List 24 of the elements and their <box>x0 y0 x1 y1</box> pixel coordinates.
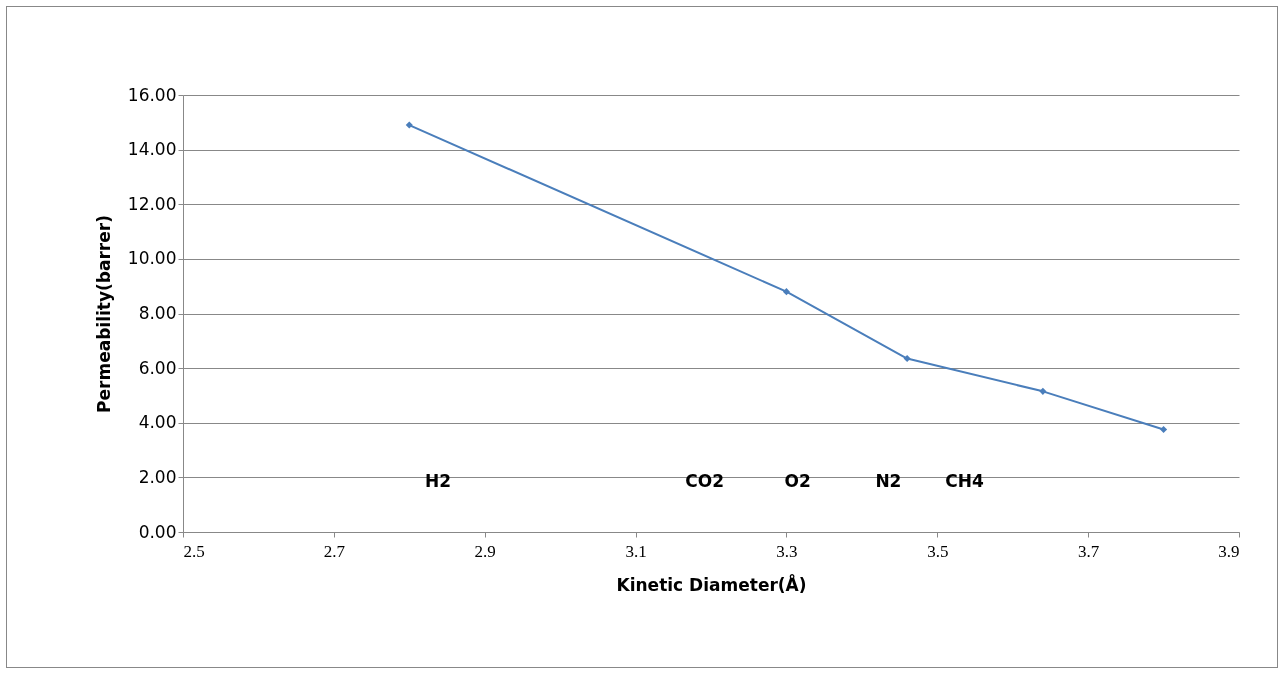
y-tick-label: 10.00 <box>127 248 177 269</box>
x-tick-label: 3.3 <box>776 541 798 561</box>
x-tick-label: 3.1 <box>625 541 647 561</box>
x-tick-label: 3.9 <box>1218 541 1240 561</box>
x-axis-title: Kinetic Diameter(Å) <box>616 572 807 595</box>
annotation: N2 <box>875 471 902 492</box>
x-tick-label: 2.9 <box>474 541 496 561</box>
y-tick-label: 16.00 <box>127 84 177 105</box>
y-tick-label: 0.00 <box>138 521 177 542</box>
y-tick-label: 2.00 <box>138 466 177 487</box>
y-tick-label: 14.00 <box>127 139 177 160</box>
annotation: CH4 <box>945 471 984 492</box>
y-tick-label: 12.00 <box>127 193 177 214</box>
x-tick-label: 3.7 <box>1078 541 1100 561</box>
y-tick-label: 8.00 <box>138 303 177 323</box>
y-tick-label: 4.00 <box>138 412 177 433</box>
y-tick-label: 6.00 <box>138 357 177 378</box>
annotation: H2 <box>424 471 452 492</box>
x-tick-label: 2.7 <box>323 541 346 561</box>
x-tick-label: 3.5 <box>927 541 949 561</box>
annotation: CO2 <box>685 471 725 492</box>
x-tick-label: 2.5 <box>183 541 205 561</box>
annotation: O2 <box>784 471 811 492</box>
y-axis-title: Permeability(barrer) <box>93 215 114 413</box>
